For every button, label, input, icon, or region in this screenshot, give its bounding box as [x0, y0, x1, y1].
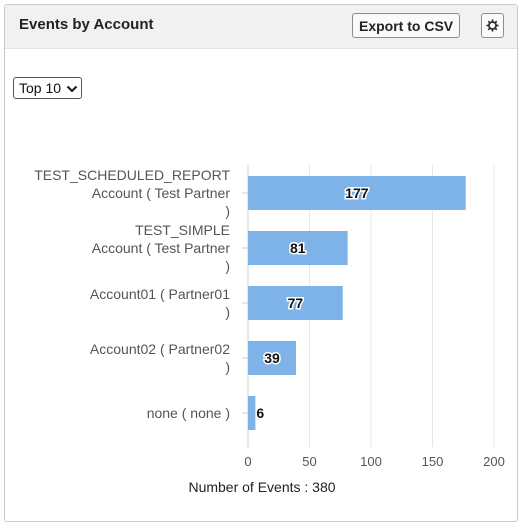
category-label-4: none ( none ) — [147, 405, 230, 421]
bar-value-label-1: 81 — [290, 240, 306, 256]
x-tick-label-2: 100 — [360, 454, 382, 469]
panel-title: Events by Account — [19, 16, 154, 33]
bar-2 — [248, 286, 343, 320]
top-n-select[interactable]: Top 10 — [13, 77, 83, 99]
category-label-3: Account02 ( Partner02) — [90, 341, 230, 375]
export-csv-button[interactable]: Export to CSV — [352, 13, 461, 38]
bar-value-label-2: 77 — [288, 295, 304, 311]
category-label-1: TEST_SIMPLE Account ( Test Partner) — [92, 222, 231, 274]
x-tick-label-4: 200 — [483, 454, 505, 469]
top-n-select-value: Top 10 — [19, 80, 62, 96]
bar-value-label-0: 177 — [345, 185, 369, 201]
panel-header: Events by Account Export to CSV — [5, 5, 517, 49]
settings-button[interactable] — [481, 13, 504, 38]
x-axis-title: Number of Events : 380 — [188, 479, 335, 495]
bar-3 — [248, 341, 296, 375]
bar-1 — [248, 231, 348, 265]
x-tick-label-1: 50 — [302, 454, 316, 469]
gear-icon — [486, 19, 499, 32]
bar-0 — [248, 176, 466, 210]
category-label-0: TEST_SCHEDULED_REPORT Account ( Test Part… — [34, 167, 230, 219]
bar-value-label-4: 6 — [256, 405, 264, 421]
chevron-down-icon — [66, 80, 78, 96]
x-tick-label-3: 150 — [422, 454, 444, 469]
x-tick-label-0: 0 — [244, 454, 251, 469]
bar-4 — [248, 396, 256, 430]
category-label-2: Account01 ( Partner01) — [90, 286, 230, 320]
bar-value-label-3: 39 — [264, 350, 280, 366]
